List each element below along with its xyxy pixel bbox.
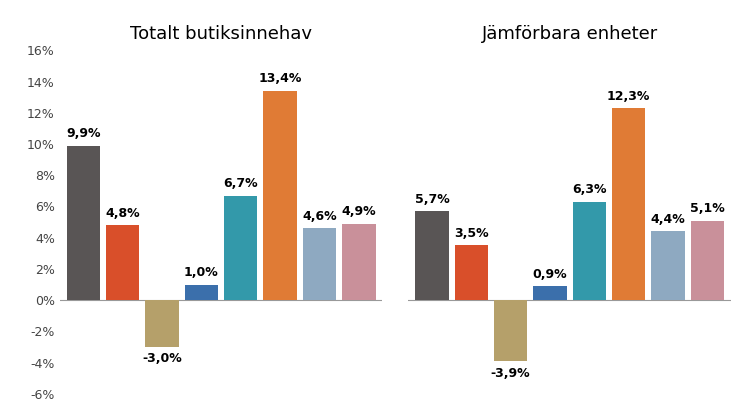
Title: Jämförbara enheter: Jämförbara enheter [482, 25, 658, 43]
Text: 4,4%: 4,4% [651, 213, 686, 226]
Bar [573, 202, 606, 300]
Text: 5,7%: 5,7% [415, 193, 449, 206]
Text: 6,3%: 6,3% [572, 183, 606, 197]
Bar [185, 285, 218, 300]
Bar [263, 91, 297, 300]
Bar [494, 300, 527, 361]
Text: 1,0%: 1,0% [184, 266, 219, 279]
Text: 3,5%: 3,5% [454, 227, 489, 240]
Text: 9,9%: 9,9% [66, 127, 101, 140]
Bar [303, 228, 336, 300]
Text: -3,0%: -3,0% [142, 352, 182, 365]
Text: 4,6%: 4,6% [302, 210, 336, 223]
Bar [691, 220, 724, 300]
Bar [454, 246, 488, 300]
Bar [106, 225, 140, 300]
Bar [145, 300, 179, 347]
Bar [66, 145, 100, 300]
Title: Totalt butiksinnehav: Totalt butiksinnehav [130, 25, 312, 43]
Text: -3,9%: -3,9% [491, 367, 530, 380]
Bar [612, 108, 645, 300]
Text: 4,8%: 4,8% [105, 207, 140, 220]
Text: 5,1%: 5,1% [690, 202, 725, 215]
Text: 6,7%: 6,7% [224, 177, 258, 190]
Text: 13,4%: 13,4% [258, 72, 302, 85]
Bar [651, 231, 685, 300]
Bar [416, 211, 448, 300]
Bar [533, 286, 567, 300]
Text: 4,9%: 4,9% [342, 205, 376, 218]
Bar [224, 196, 257, 300]
Bar [342, 224, 375, 300]
Text: 12,3%: 12,3% [607, 90, 651, 103]
Text: 0,9%: 0,9% [533, 268, 567, 281]
